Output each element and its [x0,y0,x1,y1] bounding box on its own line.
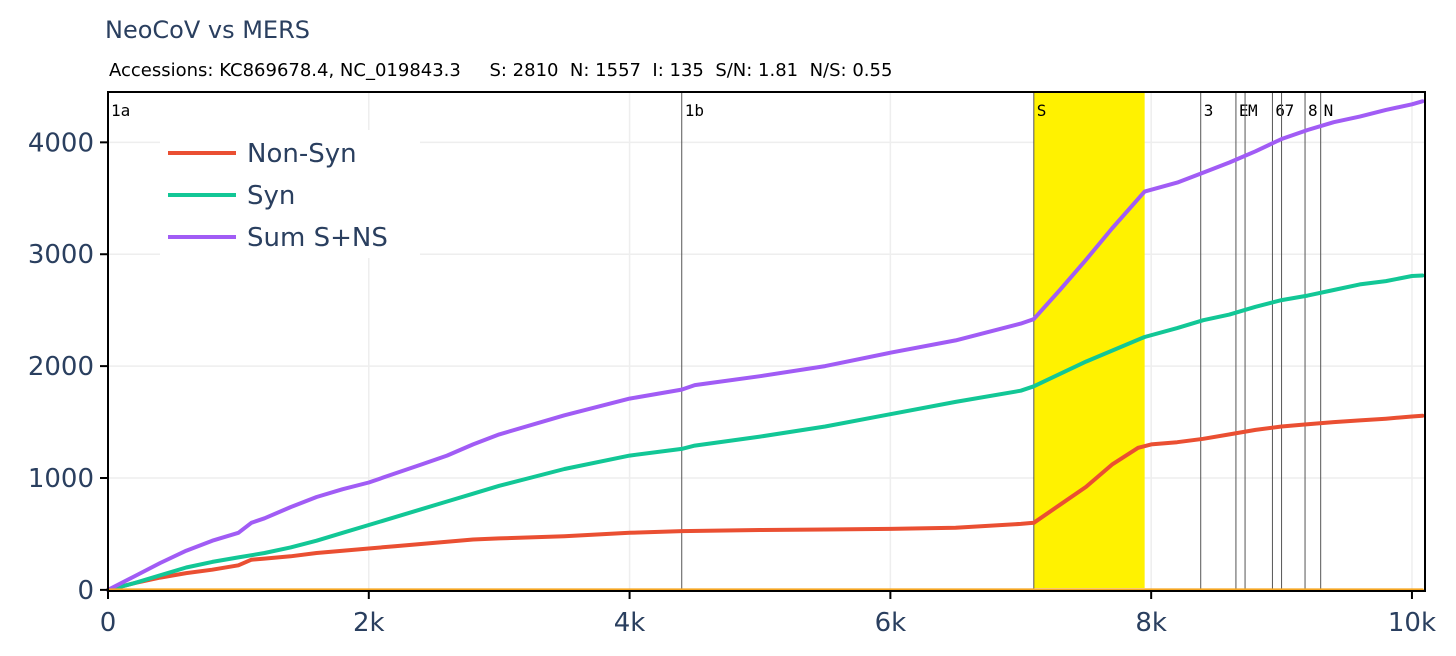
region-label: S [1037,101,1047,120]
y-tick-label: 2000 [28,352,94,382]
y-tick-label: 1000 [28,464,94,494]
region-label: 1b [685,101,704,120]
region-label: M [1248,101,1258,120]
x-tick-label: 8k [1135,608,1167,638]
legend: Non-Syn Syn Sum S+NS [160,130,420,258]
legend-label: Sum S+NS [247,223,388,253]
region-label: 1a [111,101,130,120]
legend-label: Syn [247,181,295,211]
series-line-syn [106,273,1425,592]
region-markers: 1a 1b S 3 E M 6 7 8 N [111,92,1333,591]
region-label: E [1239,101,1249,120]
region-label: N [1324,101,1334,120]
series-lines [106,99,1425,592]
highlight-band [1033,92,1145,588]
legend-label: Non-Syn [247,139,357,169]
x-tick-label: 2k [353,608,385,638]
region-label: 6 [1275,101,1285,120]
x-tick-label: 10k [1388,608,1436,638]
y-tick-label: 4000 [28,128,94,158]
chart-subtitle: Accessions: KC869678.4, NC_019843.3 S: 2… [109,60,892,81]
plot-frame [107,91,1426,592]
chart-title: NeoCoV vs MERS [105,16,310,44]
region-label: 7 [1285,101,1295,120]
series-line-non-syn [106,413,1425,592]
series-line-sum-s-ns [106,99,1425,592]
gridlines [108,92,1425,591]
region-label: 8 [1308,101,1318,120]
highlight-region [1033,92,1145,588]
x-tick-label: 0 [100,608,117,638]
axes: 0 2k 4k 6k 8k 10k 0 1000 2000 3000 4000 [28,91,1436,638]
x-tick-label: 4k [614,608,646,638]
x-tick-label: 6k [875,608,907,638]
y-tick-label: 0 [77,576,94,606]
y-tick-label: 3000 [28,240,94,270]
region-label: 3 [1204,101,1214,120]
